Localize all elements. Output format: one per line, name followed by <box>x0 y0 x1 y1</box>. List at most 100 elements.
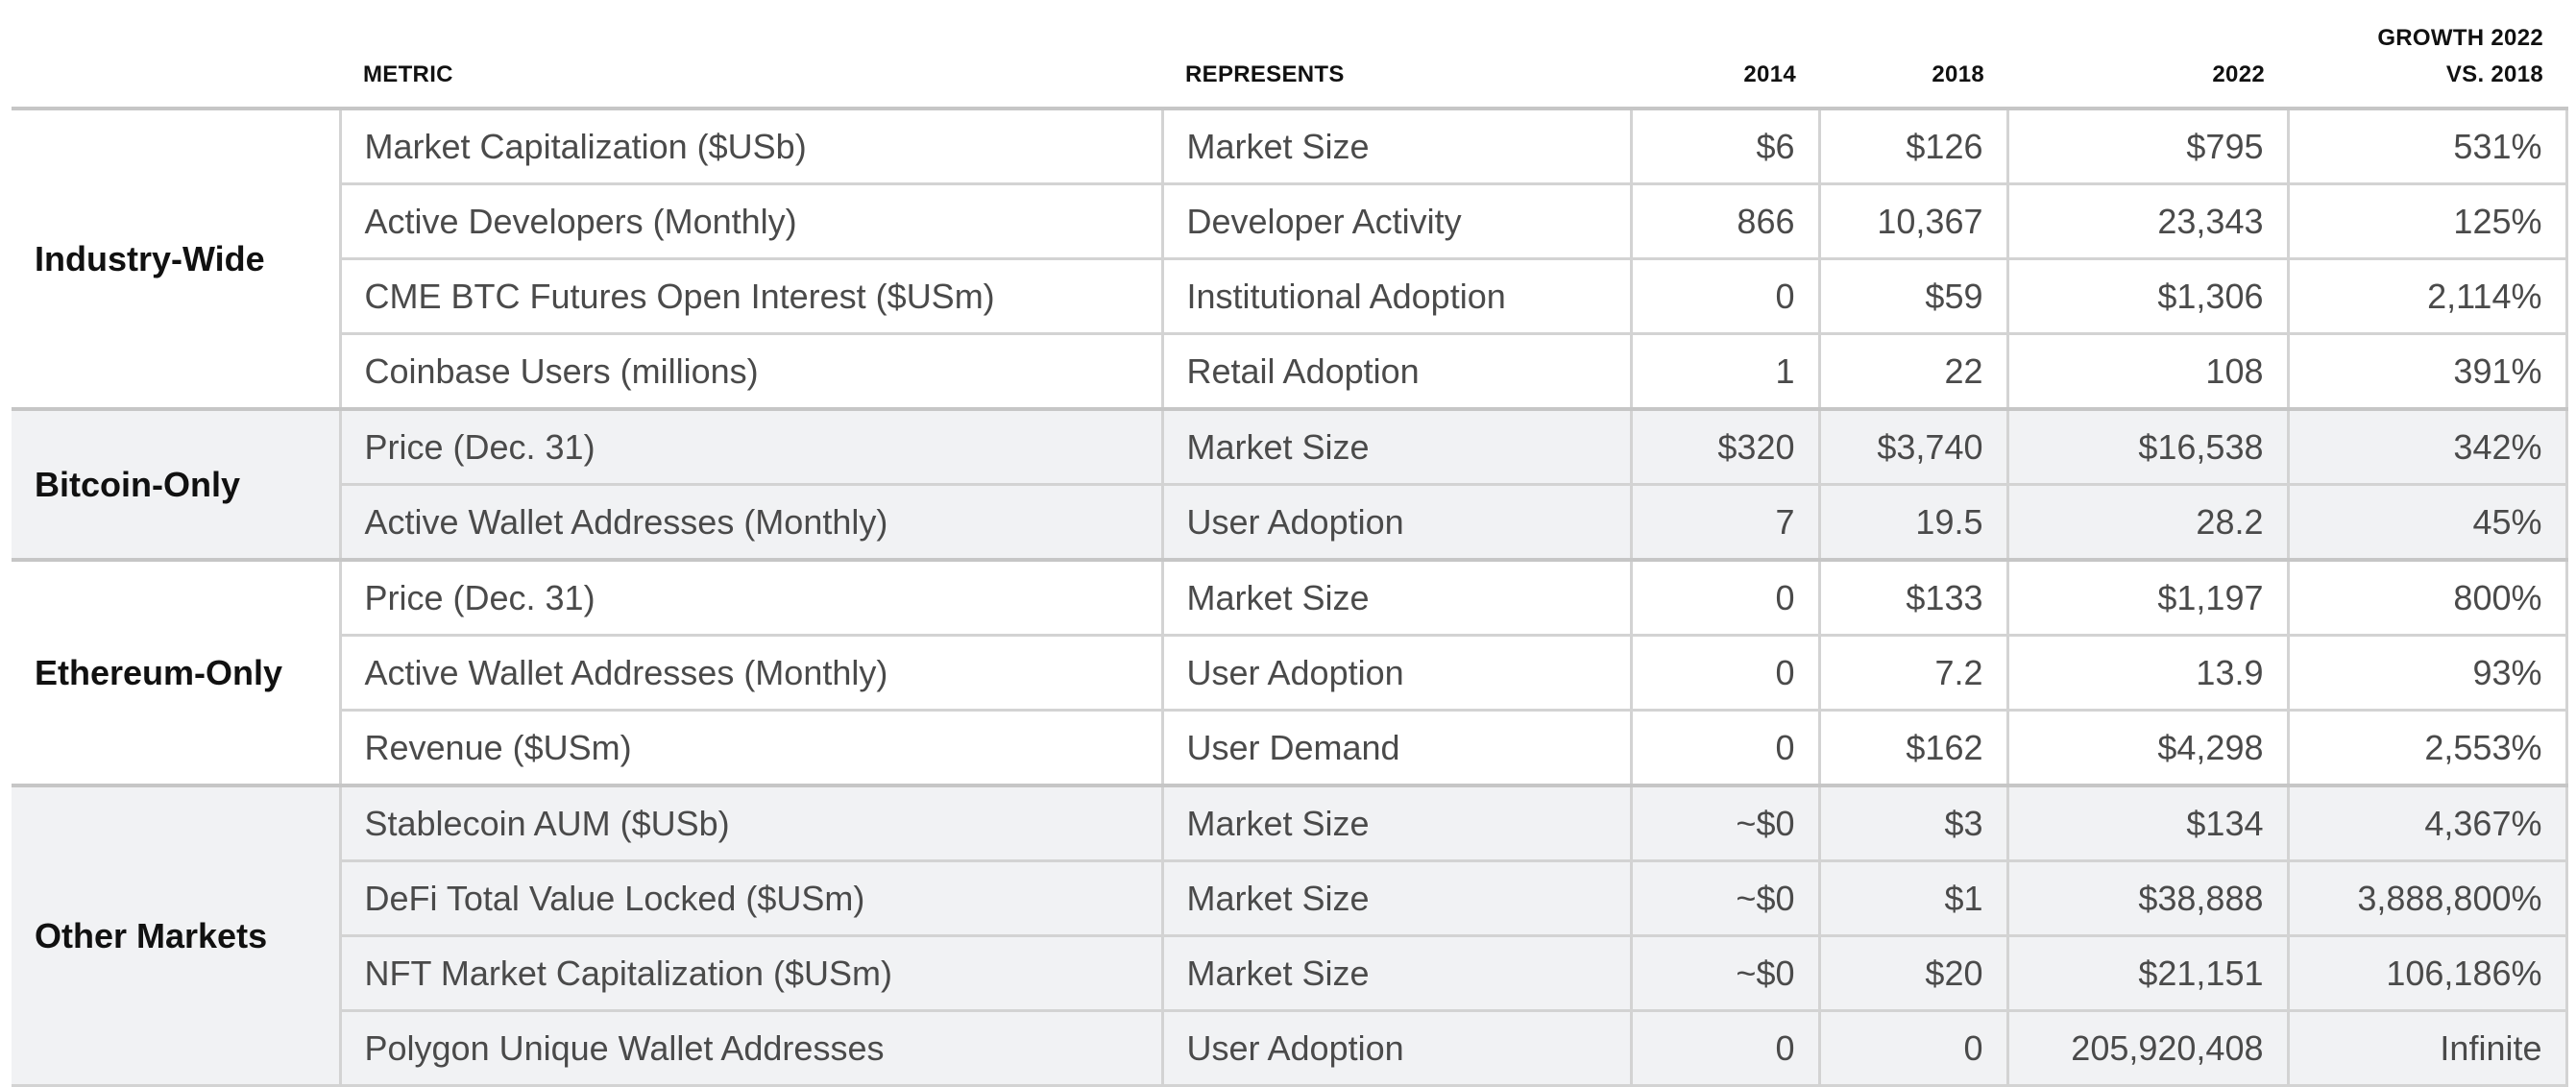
value-2014-cell: $320 <box>1629 407 1821 486</box>
value-2014-cell: ~$0 <box>1629 934 1821 1012</box>
value-2022-cell: 205,920,408 <box>2005 1009 2290 1087</box>
table-header: METRIC REPRESENTS 2014 2018 2022 GROWTH … <box>12 0 2566 110</box>
value-2022-cell: 108 <box>2005 332 2290 411</box>
header-2018: 2018 <box>1819 0 2007 110</box>
growth-cell: 531% <box>2286 107 2568 185</box>
growth-cell: 800% <box>2286 558 2568 637</box>
value-2018-cell: $59 <box>1817 257 2009 335</box>
value-2022-cell: $38,888 <box>2005 859 2290 937</box>
growth-cell: 391% <box>2286 332 2568 411</box>
value-2022-cell: $1,306 <box>2005 257 2290 335</box>
value-2018-cell: $126 <box>1817 107 2009 185</box>
growth-cell: 93% <box>2286 634 2568 712</box>
table-row: Industry-Wide Market Capitalization ($USb… <box>12 107 2568 411</box>
value-2022-cell: $16,538 <box>2005 407 2290 486</box>
table-row: NFT Market Capitalization ($USm) Market S… <box>12 934 2568 1012</box>
value-2018-cell: 7.2 <box>1817 634 2009 712</box>
table-row: Revenue ($USm) User Demand 0 $162 $4,298 2,55… <box>12 709 2568 787</box>
header-2014: 2014 <box>1631 0 1819 110</box>
value-2022-cell: $795 <box>2005 107 2290 185</box>
growth-cell: 2,553% <box>2286 709 2568 787</box>
metric-cell: Active Developers (Monthly) <box>338 182 1164 260</box>
represents-cell: Market Size <box>1160 784 1633 862</box>
value-2022-cell: $21,151 <box>2005 934 2290 1012</box>
value-2014-cell: 1 <box>1629 332 1821 411</box>
value-2022-cell: $134 <box>2005 784 2290 862</box>
metric-cell: Price (Dec. 31) <box>338 407 1164 486</box>
header-row: METRIC REPRESENTS 2014 2018 2022 GROWTH … <box>12 0 2566 110</box>
value-2014-cell: $6 <box>1629 107 1821 185</box>
table-row: Active Wallet Addresses (Monthly) User Ad… <box>12 483 2568 562</box>
value-2018-cell: 22 <box>1817 332 2009 411</box>
metric-cell: CME BTC Futures Open Interest ($USm) <box>338 257 1164 335</box>
metric-cell: NFT Market Capitalization ($USm) <box>338 934 1164 1012</box>
value-2018-cell: $3 <box>1817 784 2009 862</box>
value-2018-cell: 0 <box>1817 1009 2009 1087</box>
value-2018-cell: $3,740 <box>1817 407 2009 486</box>
growth-cell: 4,367% <box>2286 784 2568 862</box>
represents-cell: User Adoption <box>1160 634 1633 712</box>
metric-cell: Stablecoin AUM ($USb) <box>338 784 1164 862</box>
represents-cell: Market Size <box>1160 407 1633 486</box>
metric-cell: DeFi Total Value Locked ($USm) <box>338 859 1164 937</box>
growth-cell: 45% <box>2286 483 2568 562</box>
metric-cell: Polygon Unique Wallet Addresses <box>338 1009 1164 1087</box>
table-row: Active Developers (Monthly) Developer Act… <box>12 182 2568 260</box>
metric-cell: Active Wallet Addresses (Monthly) <box>338 483 1164 562</box>
table-row: Active Wallet Addresses (Monthly) User Ad… <box>12 634 2568 712</box>
value-2018-cell: 19.5 <box>1817 483 2009 562</box>
growth-cell: 2,114% <box>2286 257 2568 335</box>
growth-cell: 106,186% <box>2286 934 2568 1012</box>
represents-cell: User Adoption <box>1160 483 1633 562</box>
growth-cell: 342% <box>2286 407 2568 486</box>
represents-cell: Developer Activity <box>1160 182 1633 260</box>
header-growth-line1: GROWTH 2022 <box>2377 25 2543 51</box>
growth-cell: Infinite <box>2286 1009 2568 1087</box>
header-2022: 2022 <box>2007 0 2288 110</box>
represents-cell: Retail Adoption <box>1160 332 1633 411</box>
group-label: Bitcoin-Only <box>12 407 342 562</box>
value-2014-cell: ~$0 <box>1629 859 1821 937</box>
value-2014-cell: 0 <box>1629 257 1821 335</box>
represents-cell: Market Size <box>1160 107 1633 185</box>
metric-cell: Market Capitalization ($USb) <box>338 107 1164 185</box>
value-2022-cell: 13.9 <box>2005 634 2290 712</box>
table-row: Polygon Unique Wallet Addresses User Adop… <box>12 1009 2568 1087</box>
value-2018-cell: 10,367 <box>1817 182 2009 260</box>
header-growth-line2: VS. 2018 <box>2445 61 2543 87</box>
header-growth: GROWTH 2022 VS. 2018 <box>2288 0 2566 110</box>
represents-cell: User Demand <box>1160 709 1633 787</box>
value-2018-cell: $162 <box>1817 709 2009 787</box>
growth-cell: 3,888,800% <box>2286 859 2568 937</box>
group-label: Ethereum-Only <box>12 558 342 787</box>
represents-cell: Market Size <box>1160 934 1633 1012</box>
table-row: Coinbase Users (millions) Retail Adoption… <box>12 332 2568 411</box>
represents-cell: Institutional Adoption <box>1160 257 1633 335</box>
value-2014-cell: 0 <box>1629 709 1821 787</box>
header-metric: METRIC <box>340 0 1162 110</box>
value-2014-cell: ~$0 <box>1629 784 1821 862</box>
value-2014-cell: 0 <box>1629 634 1821 712</box>
header-represents: REPRESENTS <box>1162 0 1631 110</box>
value-2014-cell: 866 <box>1629 182 1821 260</box>
table-row: Bitcoin-Only Price (Dec. 31) Market Size $3… <box>12 407 2568 562</box>
header-group-blank <box>12 0 340 110</box>
metric-cell: Price (Dec. 31) <box>338 558 1164 637</box>
table-row: CME BTC Futures Open Interest ($USm) Inst… <box>12 257 2568 335</box>
represents-cell: Market Size <box>1160 859 1633 937</box>
metric-cell: Active Wallet Addresses (Monthly) <box>338 634 1164 712</box>
value-2014-cell: 7 <box>1629 483 1821 562</box>
crypto-metrics-table: METRIC REPRESENTS 2014 2018 2022 GROWTH … <box>12 0 2568 1087</box>
metric-cell: Coinbase Users (millions) <box>338 332 1164 411</box>
value-2022-cell: 28.2 <box>2005 483 2290 562</box>
value-2014-cell: 0 <box>1629 1009 1821 1087</box>
value-2018-cell: $20 <box>1817 934 2009 1012</box>
table-row: DeFi Total Value Locked ($USm) Market Siz… <box>12 859 2568 937</box>
growth-cell: 125% <box>2286 182 2568 260</box>
table-body: Industry-Wide Market Capitalization ($USb… <box>12 107 2568 1087</box>
value-2018-cell: $1 <box>1817 859 2009 937</box>
table-row: Other Markets Stablecoin AUM ($USb) Market… <box>12 784 2568 1087</box>
group-label: Other Markets <box>12 784 342 1087</box>
value-2022-cell: $4,298 <box>2005 709 2290 787</box>
